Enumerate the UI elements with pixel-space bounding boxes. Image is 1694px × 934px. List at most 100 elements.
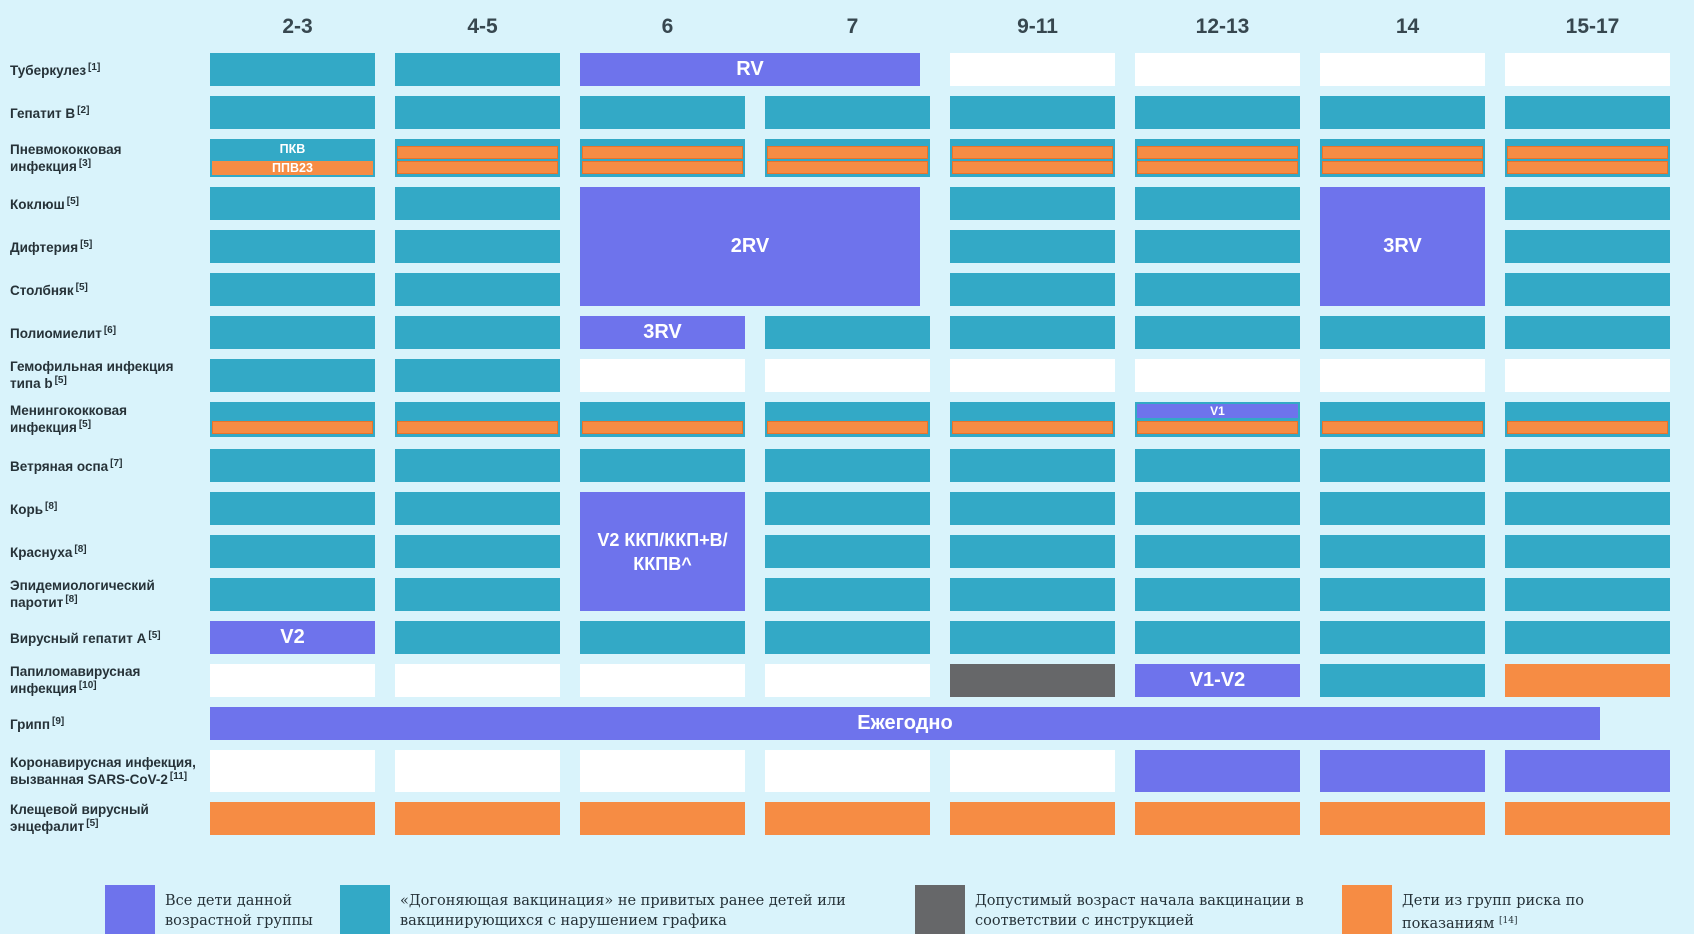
legend-line: Допустимый возраст начала вакцинации в [975,893,1304,909]
row-label-text: Гепатит В [2] [10,105,90,121]
cell-catch-up [210,273,375,306]
row-label-ref: [3] [78,157,92,169]
row-label: Гепатит В [2] [10,92,200,133]
cell-catch-up [1135,273,1300,306]
risk-group-bar [1322,161,1483,174]
cell-catch-up [1135,492,1300,525]
cell-catch-up [1505,492,1670,525]
row-label: Ветряная оспа [7] [10,445,200,486]
risk-group-bar [397,421,558,434]
cell-split-pkv-ppv23: ПКВ ППВ23 [210,139,375,177]
cell-catch-up [1135,621,1300,654]
cell-empty [950,359,1115,392]
risk-group-bar [212,421,373,434]
cell-risk-group [1320,802,1485,835]
risk-group-bar [397,146,558,159]
cell-risk-group-outlined [210,402,375,437]
cell-risk-group-outlined [1505,402,1670,437]
legend-line-text: показаниям [1402,916,1495,932]
legend-text-catch-up: «Догоняющая вакцинация» не привитых ране… [400,891,846,931]
cell-all-children-v1-v2: V1-V2 [1135,664,1300,697]
cell-risk-group [1505,802,1670,835]
row-label: Корь [8] [10,488,200,529]
cell-catch-up [765,578,930,611]
cell-catch-up [395,578,560,611]
row-label-ref: [5] [86,818,99,829]
cell-catch-up [210,187,375,220]
cell-catch-up [210,578,375,611]
cell-empty [1505,53,1670,86]
risk-group-bar [1322,146,1483,159]
risk-group-bar [1507,161,1668,174]
cell-catch-up [1135,316,1300,349]
cell-label: 3RV [643,321,682,343]
cell-catch-up [210,96,375,129]
row-label: Менингококковая инфекция [5] [10,398,200,441]
cell-catch-up [1505,449,1670,482]
cell-empty [210,750,375,792]
cell-catch-up [1135,578,1300,611]
risk-group-bar [952,146,1113,159]
row-label-ref: [5] [75,282,88,293]
cell-catch-up [1320,492,1485,525]
cell-catch-up [210,316,375,349]
risk-group-bar [1137,161,1298,174]
row-label-text: Грипп [9] [10,716,65,732]
legend-swatch-allowed-age [915,885,965,934]
cell-risk-group-outlined [395,402,560,437]
row-label-ref: [9] [52,716,65,727]
cell-risk-group-outlined: V1 [1135,402,1300,437]
cell-catch-up [765,96,930,129]
cell-risk-group-outlined [580,402,745,437]
legend-text-allowed-age: Допустимый возраст начала вакцинации в с… [975,891,1304,931]
cell-catch-up [1505,230,1670,263]
cell-catch-up [950,316,1115,349]
cell-risk-group-outlined [765,139,930,177]
cell-catch-up [210,359,375,392]
row-label-text: Коклюш [5] [10,196,79,212]
cell-catch-up [765,535,930,568]
cell-risk-group [1135,802,1300,835]
age-column-header: 2-3 [282,15,313,38]
cell-all-children-v2: V2 [210,621,375,654]
risk-group-bar [1137,421,1298,434]
cell-empty [950,750,1115,792]
row-label-text: Туберкулез [1] [10,62,101,78]
legend-ref: [14] [1499,916,1518,926]
row-label: Клещевой вирусный энцефалит [5] [10,798,200,839]
legend-line: Все дети данной [165,893,293,909]
row-label-ref: [2] [77,105,90,116]
risk-group-bar [952,421,1113,434]
cell-empty [1135,53,1300,86]
row-label-text: Полиомиелит [6] [10,325,117,341]
row-label-ref: [5] [148,630,161,641]
row-label: Вирусный гепатит А [5] [10,617,200,658]
cell-label: ППВ23 [272,161,313,176]
cell-label: V2 [280,626,305,648]
row-label: Гемофильная инфекция типа b [5] [10,355,200,396]
cell-all-children-v1: V1 [1137,404,1298,418]
cell-catch-up [580,96,745,129]
cell-catch-up [1505,578,1670,611]
row-label: Дифтерия [5] [10,226,200,267]
cell-catch-up [765,492,930,525]
cell-catch-up [950,578,1115,611]
cell-catch-up [1505,621,1670,654]
cell-catch-up [1320,316,1485,349]
legend-swatch-risk-groups [1342,885,1392,934]
risk-group-bar [1507,146,1668,159]
cell-all-children-3rv: 3RV [580,316,745,349]
row-label-ref: [7] [110,458,123,469]
cell-label: 3RV [1383,235,1422,257]
cell-catch-up [395,621,560,654]
cell-risk-group-outlined [395,139,560,177]
age-column-header: 6 [661,15,674,38]
cell-risk-group-outlined [1505,139,1670,177]
cell-label: Ежегодно [857,712,953,734]
cell-catch-up [1320,578,1485,611]
cell-catch-up [765,621,930,654]
legend-line: «Догоняющая вакцинация» не привитых ране… [400,893,846,909]
row-label: Полиомиелит [6] [10,312,200,353]
row-label-text: Клещевой вирусный энцефалит [5] [10,802,149,834]
